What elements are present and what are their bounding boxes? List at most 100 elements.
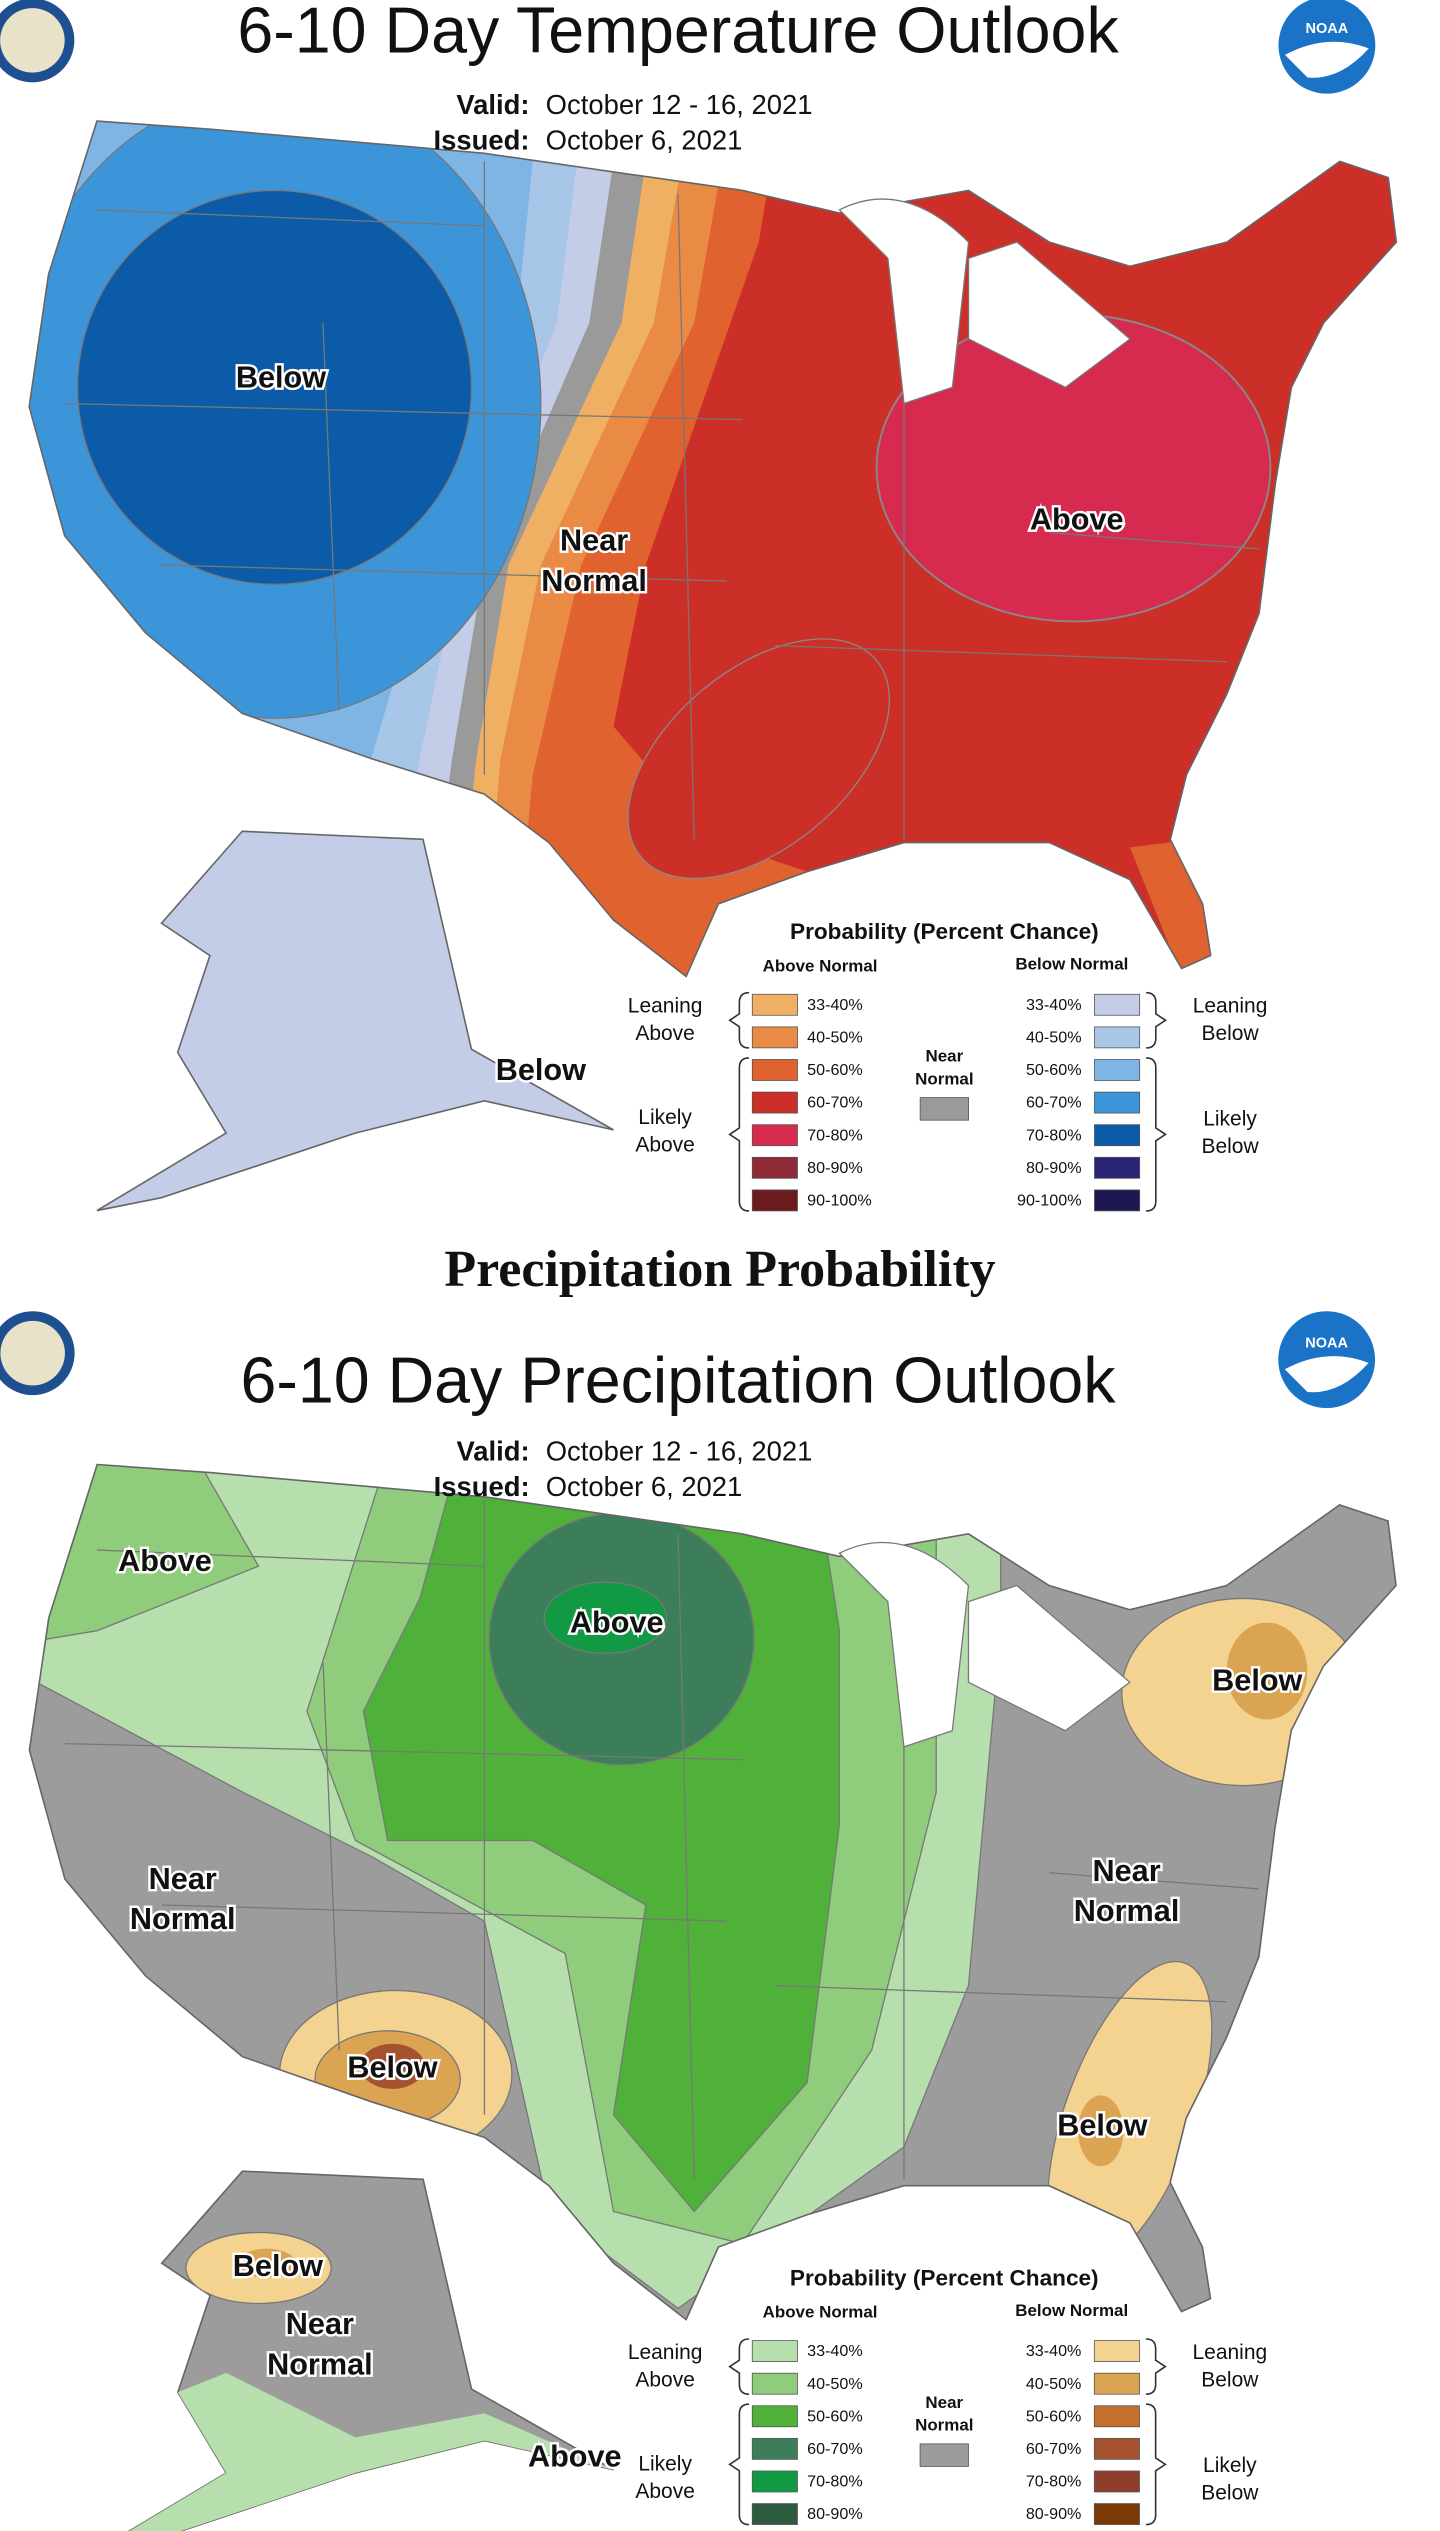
region-label: Normal bbox=[1074, 1894, 1180, 1928]
valid-date: October 12 - 16, 2021 bbox=[546, 1435, 813, 1466]
legend-header: Below Normal bbox=[1015, 955, 1128, 974]
legend-swatch bbox=[1094, 1156, 1141, 1179]
legend-range: 70-80% bbox=[807, 2473, 863, 2491]
legend-swatch bbox=[919, 1097, 969, 1121]
legend-range: 70-80% bbox=[1026, 1126, 1082, 1144]
legend-swatch bbox=[1094, 1059, 1141, 1081]
legend-swatch bbox=[751, 1189, 798, 1212]
legend-swatch bbox=[1093, 2470, 1140, 2493]
legend-swatch bbox=[1093, 2503, 1140, 2525]
legend-swatch bbox=[751, 2340, 798, 2362]
precipitation-panel: NOAA 6-10 Day Precipitation Outlook Valid:… bbox=[0, 1311, 1397, 2531]
region-label: Below bbox=[1212, 1663, 1302, 1697]
region-label: Near bbox=[560, 523, 628, 557]
legend-swatch bbox=[751, 1059, 798, 1081]
legend-swatch bbox=[751, 2372, 798, 2395]
legend-range: 70-80% bbox=[807, 1126, 863, 1144]
legend-swatch bbox=[751, 2503, 798, 2525]
legend-swatch bbox=[751, 2470, 798, 2493]
legend-range: 50-60% bbox=[1026, 1061, 1082, 1079]
legend-near-label: Near bbox=[926, 1047, 964, 1066]
temperature-panel: NOAA 6-10 Day Temperature Outlook Valid: Oc… bbox=[0, 0, 1398, 1212]
region-label: Normal bbox=[541, 564, 647, 598]
legend-bracket-label: Above bbox=[635, 2480, 694, 2503]
region-label: Above bbox=[118, 1544, 212, 1578]
legend-bracket-label: Leaning bbox=[1193, 995, 1268, 1018]
legend-range: 60-70% bbox=[807, 1094, 863, 1112]
legend-range: 40-50% bbox=[807, 1028, 863, 1046]
legend-swatch bbox=[1094, 1091, 1141, 1114]
section-heading: Precipitation Probability bbox=[444, 1241, 996, 1298]
legend-range: 40-50% bbox=[807, 2375, 863, 2393]
legend-swatch bbox=[1094, 1026, 1141, 1049]
legend-near-label: Normal bbox=[915, 1069, 973, 1088]
legend-title: Probability (Percent Chance) bbox=[790, 919, 1099, 944]
legend-range: 33-40% bbox=[1026, 996, 1082, 1014]
region-label: Below bbox=[496, 1053, 586, 1087]
region-label: Near bbox=[149, 1862, 217, 1896]
legend-swatch bbox=[1093, 2372, 1140, 2395]
legend-bracket-label: Leaning bbox=[628, 995, 703, 1018]
legend-range: 33-40% bbox=[1026, 2342, 1082, 2360]
legend-brace bbox=[1146, 1057, 1167, 1212]
region-label: Below bbox=[347, 2051, 437, 2085]
great-lakes bbox=[838, 1541, 1131, 1748]
noaa-logo-text: NOAA bbox=[1306, 21, 1349, 37]
legend-range: 80-90% bbox=[807, 1159, 863, 1177]
legend-brace bbox=[728, 1057, 750, 1212]
legend-range: 80-90% bbox=[1026, 2505, 1082, 2523]
legend-range: 80-90% bbox=[1026, 1159, 1082, 1177]
legend-brace bbox=[728, 991, 750, 1049]
legend-bracket-label: Below bbox=[1201, 1022, 1259, 1045]
legend-bracket-label: Above bbox=[635, 1022, 694, 1045]
legend-range: 50-60% bbox=[807, 1061, 863, 1079]
legend-swatch bbox=[1094, 993, 1141, 1016]
legend-swatch bbox=[1093, 2340, 1140, 2362]
legend-brace bbox=[1145, 2403, 1167, 2526]
legend-swatch bbox=[1093, 2437, 1140, 2460]
legend-title: Probability (Percent Chance) bbox=[790, 2265, 1099, 2290]
legend-brace bbox=[728, 2403, 750, 2526]
legend-header: Above Normal bbox=[763, 956, 878, 975]
legend-swatch bbox=[1094, 1124, 1141, 1147]
legend-bracket-label: Below bbox=[1201, 1135, 1259, 1158]
legend-range: 50-60% bbox=[807, 2407, 863, 2425]
region-label: Below bbox=[236, 360, 326, 394]
legend-near-label: Normal bbox=[915, 2416, 973, 2435]
legend-bracket-label: Likely bbox=[638, 2452, 692, 2475]
region-label: Above bbox=[570, 1605, 664, 1639]
legend-swatch bbox=[751, 1124, 798, 1147]
legend-range: 40-50% bbox=[1026, 2375, 1082, 2393]
issued-label: Issued: bbox=[434, 124, 530, 155]
legend-swatch bbox=[751, 1026, 798, 1049]
valid-label: Valid: bbox=[456, 89, 529, 120]
region-label: Above bbox=[528, 2439, 622, 2473]
region-label: Above bbox=[1030, 502, 1124, 536]
legend-swatch bbox=[751, 1156, 798, 1179]
legend-bracket-label: Leaning bbox=[628, 2341, 703, 2364]
legend-brace bbox=[728, 2338, 750, 2395]
legend-swatch bbox=[751, 2437, 798, 2460]
legend-bracket-label: Likely bbox=[1203, 2454, 1257, 2477]
legend-header: Below Normal bbox=[1015, 2301, 1128, 2320]
legend-swatch bbox=[751, 993, 798, 1016]
legend-bracket-label: Likely bbox=[638, 1106, 692, 1129]
valid-date: October 12 - 16, 2021 bbox=[546, 89, 813, 120]
region-label: Normal bbox=[267, 2348, 373, 2382]
legend-bracket-label: Above bbox=[635, 1134, 694, 1157]
legend-swatch bbox=[1094, 1189, 1141, 1212]
great-lakes bbox=[838, 198, 1132, 405]
region-label: Near bbox=[286, 2307, 354, 2341]
alaska bbox=[127, 2170, 614, 2531]
legend-bracket-label: Below bbox=[1201, 2481, 1259, 2504]
legend-brace bbox=[1145, 2338, 1167, 2395]
legend-range: 80-90% bbox=[807, 2505, 863, 2523]
legend-bracket-label: Above bbox=[635, 2368, 694, 2391]
legend-range: 33-40% bbox=[807, 2342, 863, 2360]
legend-bracket-label: Below bbox=[1201, 2368, 1259, 2391]
legend-header: Above Normal bbox=[763, 2303, 878, 2322]
valid-label: Valid: bbox=[457, 1435, 530, 1466]
title: 6-10 Day Precipitation Outlook bbox=[241, 1344, 1117, 1416]
legend-brace bbox=[1146, 991, 1167, 1049]
